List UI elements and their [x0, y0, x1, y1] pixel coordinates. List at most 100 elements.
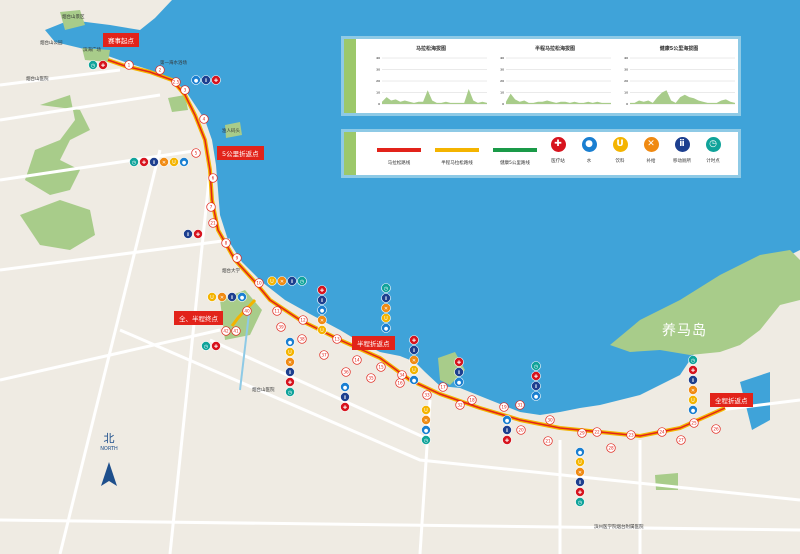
drink-cup-icon[interactable]: U: [169, 157, 179, 167]
toilet-icon[interactable]: ⅱ: [149, 157, 159, 167]
svg-text:◷: ◷: [132, 160, 137, 166]
legend-label: 半程马拉松路线: [441, 161, 473, 166]
timer-icon[interactable]: ◷: [688, 355, 698, 365]
water-drop-icon[interactable]: ●: [421, 425, 431, 435]
medical-cross-icon[interactable]: ✚: [211, 75, 221, 85]
km-marker-label: 38: [299, 337, 305, 342]
svg-text:ⅱ: ⅱ: [321, 298, 323, 304]
medical-cross-icon[interactable]: ✚: [285, 377, 295, 387]
medical-cross-icon[interactable]: ✚: [193, 229, 203, 239]
toilet-icon[interactable]: ⅱ: [201, 75, 211, 85]
medical-cross-icon[interactable]: ✚: [409, 335, 419, 345]
toilet-icon[interactable]: ⅱ: [287, 276, 297, 286]
water-drop-icon[interactable]: ●: [531, 391, 541, 401]
toilet-icon[interactable]: ⅱ: [688, 375, 698, 385]
supply-utensils-icon[interactable]: ✕: [575, 467, 585, 477]
km-marker-label: 22: [594, 430, 600, 435]
poi: 滨海广场: [83, 48, 101, 53]
svg-text:●: ●: [194, 78, 199, 84]
toilet-icon[interactable]: ⅱ: [531, 381, 541, 391]
callout-5k-turn[interactable]: 5公里折返点: [217, 146, 264, 160]
callout-start[interactable]: 赛事起点: [103, 33, 139, 47]
drink-cup-icon[interactable]: U: [285, 347, 295, 357]
timer-icon[interactable]: ◷: [88, 60, 98, 70]
medical-cross-icon[interactable]: ✚: [531, 371, 541, 381]
medical-cross-icon[interactable]: ✚: [688, 365, 698, 375]
water-drop-icon[interactable]: ●: [179, 157, 189, 167]
medical-cross-icon[interactable]: ✚: [340, 402, 350, 412]
callout-finish[interactable]: 全、半程终点: [174, 311, 223, 325]
supply-utensils-icon[interactable]: ✕: [159, 157, 169, 167]
km-marker-label: 9: [236, 256, 239, 261]
supply-utensils-icon[interactable]: ✕: [285, 357, 295, 367]
water-drop-icon[interactable]: ●: [454, 377, 464, 387]
toilet-icon[interactable]: ⅱ: [454, 367, 464, 377]
timer-icon[interactable]: ◷: [575, 497, 585, 507]
supply-utensils-icon[interactable]: ✕: [217, 292, 227, 302]
supply-utensils-icon[interactable]: ✕: [409, 355, 419, 365]
supply-utensils-icon[interactable]: ✕: [688, 385, 698, 395]
km-marker-label: 6: [212, 176, 215, 181]
toilet-icon[interactable]: ⅱ: [575, 477, 585, 487]
drink-cup-icon[interactable]: U: [317, 325, 327, 335]
km-marker: 1: [124, 60, 134, 70]
water-drop-icon[interactable]: ●: [688, 405, 698, 415]
water-drop-icon[interactable]: ●: [381, 323, 391, 333]
km-marker-label: 28: [608, 446, 614, 451]
toilet-icon[interactable]: ⅱ: [183, 229, 193, 239]
medical-cross-icon[interactable]: ✚: [454, 357, 464, 367]
toilet-icon[interactable]: ⅱ: [381, 293, 391, 303]
callout-full-turn[interactable]: 全程折返点: [710, 393, 753, 407]
toilet-icon[interactable]: ⅱ: [227, 292, 237, 302]
legend-route: 半程马拉松路线: [432, 140, 482, 166]
km-marker: 38: [297, 334, 307, 344]
elevation-panel: 马拉松海拔图 0 10 20 30 40 半程马拉松海拔图 0 10 20 30 40 健康5公里海拔图…: [341, 36, 741, 116]
svg-text:✕: ✕: [162, 160, 166, 166]
medical-cross-icon[interactable]: ✚: [317, 285, 327, 295]
poi: 渔人码头: [222, 129, 240, 134]
supply-utensils-icon[interactable]: ✕: [277, 276, 287, 286]
toilet-icon[interactable]: ⅱ: [317, 295, 327, 305]
toilet-icon[interactable]: ⅱ: [502, 425, 512, 435]
svg-text:✕: ✕: [412, 358, 416, 364]
drink-cup-icon[interactable]: U: [409, 365, 419, 375]
timer-icon[interactable]: ◷: [381, 283, 391, 293]
km-marker: 20: [516, 425, 526, 435]
drink-cup-icon[interactable]: U: [207, 292, 217, 302]
toilet-icon[interactable]: ⅱ: [340, 392, 350, 402]
timer-icon[interactable]: ◷: [421, 435, 431, 445]
toilet-icon[interactable]: ⅱ: [409, 345, 419, 355]
medical-cross-icon[interactable]: ✚: [98, 60, 108, 70]
supply-utensils-icon[interactable]: ✕: [317, 315, 327, 325]
drink-cup-icon[interactable]: U: [575, 457, 585, 467]
water-drop-icon[interactable]: ●: [502, 415, 512, 425]
drink-cup-icon[interactable]: U: [688, 395, 698, 405]
timer-icon[interactable]: ◷: [201, 341, 211, 351]
timer-icon[interactable]: ◷: [129, 157, 139, 167]
timer-icon[interactable]: ◷: [297, 276, 307, 286]
water-drop-icon[interactable]: ●: [409, 375, 419, 385]
y-tick-label: 30: [624, 68, 628, 72]
medical-cross-icon[interactable]: ✚: [502, 435, 512, 445]
drink-cup-icon[interactable]: U: [421, 405, 431, 415]
supply-utensils-icon[interactable]: ✕: [421, 415, 431, 425]
timer-icon[interactable]: ◷: [531, 361, 541, 371]
toilet-icon[interactable]: ⅱ: [285, 367, 295, 377]
drink-cup-icon[interactable]: U: [381, 313, 391, 323]
water-drop-icon[interactable]: ●: [191, 75, 201, 85]
toilet-icon: ⅱ: [674, 137, 690, 152]
medical-cross-icon[interactable]: ✚: [211, 341, 221, 351]
medical-cross-icon[interactable]: ✚: [575, 487, 585, 497]
medical-cross-icon[interactable]: ✚: [139, 157, 149, 167]
km-marker: 9: [232, 253, 242, 263]
water-drop-icon[interactable]: ●: [340, 382, 350, 392]
drink-cup-icon[interactable]: U: [267, 276, 277, 286]
water-drop-icon[interactable]: ●: [317, 305, 327, 315]
water-drop-icon[interactable]: ●: [575, 447, 585, 457]
callout-half-turn[interactable]: 半程折返点: [352, 336, 395, 350]
timer-icon[interactable]: ◷: [285, 387, 295, 397]
water-drop-icon[interactable]: ●: [237, 292, 247, 302]
supply-utensils-icon[interactable]: ✕: [381, 303, 391, 313]
km-marker: 14: [352, 355, 362, 365]
water-drop-icon[interactable]: ●: [285, 337, 295, 347]
